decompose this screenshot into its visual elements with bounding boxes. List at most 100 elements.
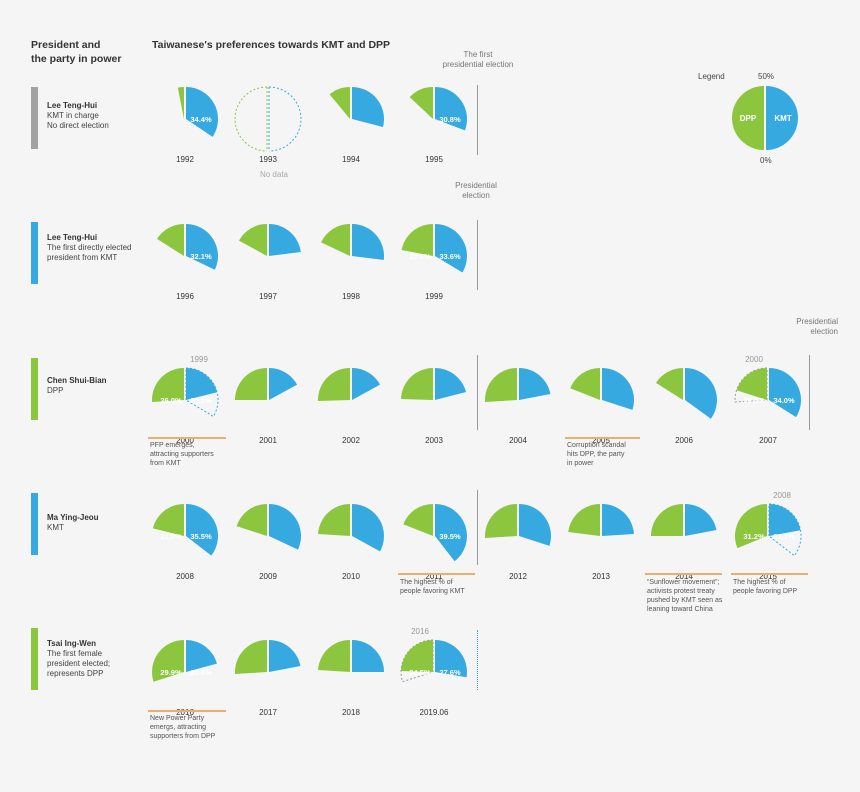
no-data-kmt-outline [268,86,302,152]
year-label: 2002 [342,436,360,445]
legend-top-label: 50% [758,72,775,81]
note-line: people favoring DPP [733,588,798,595]
legend-title: Legend [698,72,725,81]
reference-dpp-outline [734,367,768,403]
dpp-wedge [317,368,350,402]
year-label: 2017 [259,708,277,717]
kmt-wedge [269,224,301,256]
year-label: 2003 [425,436,443,445]
first-election-annotation: The first presidential election [436,50,520,70]
dpp-wedge [151,640,184,682]
note-line: New Power Party [150,715,205,722]
dpp-wedge [485,368,517,403]
legend-dpp-half [732,86,764,150]
president-desc-line: No direct election [47,121,109,130]
note-line: The highest % of [733,579,786,586]
year-label: 2016 [176,708,194,717]
year-label: 1995 [425,155,443,164]
note-2015: The highest % of people favoring DPP [733,578,823,596]
kmt-wedge [186,504,218,556]
kmt-value-label: 21.1% [190,396,212,405]
kmt-wedge [269,504,301,550]
election-annotation-1996-line-2: election [462,191,490,200]
note-2014: “Sunflower movement”; activists protest … [647,578,737,614]
kmt-wedge [519,504,551,546]
dpp-wedge [318,504,350,536]
kmt-value-label: 20.8% [190,668,212,677]
dpp-wedge [409,87,433,119]
year-label: 1996 [176,292,194,301]
note-line: people favoring KMT [400,588,465,595]
president-bar-5 [31,628,38,690]
kmt-wedge [186,368,218,400]
note-line: in power [567,460,594,467]
president-block-2: Lee Teng-Hui The first directly elected … [47,232,157,263]
note-underline-2005 [565,437,640,439]
dpp-wedge [236,504,267,536]
dpp-wedge [403,504,433,536]
dpp-value-label: 20.1% [743,396,765,405]
kmt-wedge [685,368,718,419]
note-line: Corruption scandal [567,442,626,449]
reference-year-label: 2000 [745,355,763,364]
kmt-wedge [602,368,635,410]
dpp-wedge [238,224,267,256]
first-election-line-1: The first [463,50,493,59]
year-label: 1992 [176,155,194,164]
president-block-5: Tsai Ing-Wen The first female president … [47,638,147,679]
election-annotation-2008-line-1: Presidential [796,317,838,326]
president-block-1: Lee Teng-Hui KMT in charge No direct ele… [47,100,147,131]
kmt-wedge [352,224,384,261]
year-label: 2006 [675,436,693,445]
dpp-wedge [152,504,184,536]
dpp-wedge [484,504,517,539]
dpp-wedge [401,224,433,256]
year-label: 2010 [342,572,360,581]
note-2011: The highest % of people favoring KMT [400,578,490,596]
note-2005: Corruption scandal hits DPP, the party i… [567,441,657,468]
president-block-3: Chen Shui-Bian DPP [47,375,147,396]
kmt-value-label: 22.1% [773,532,795,541]
president-bar-2 [31,222,38,284]
election-annotation-2008-line-2: election [810,327,838,336]
president-bar-3 [31,358,38,420]
dpp-wedge [321,224,350,256]
year-label: 2014 [675,572,693,581]
year-label: 2001 [259,436,277,445]
election-marker-2004 [477,355,478,430]
note-2016: New Power Party emergs, attracting suppo… [150,714,240,741]
year-label: 2005 [592,436,610,445]
note-line: leaning toward China [647,606,713,613]
note-line: pushed by KMT seen as [647,597,723,604]
kmt-value-label: 34.4% [190,115,212,124]
dpp-value-label: 29.9% [160,668,182,677]
president-bar-4 [31,493,38,555]
note-underline-2016 [148,710,226,712]
president-desc-line: The first female [47,649,103,658]
president-name: Tsai Ing-Wen [47,639,97,648]
election-marker-2020 [477,630,478,690]
dpp-wedge [152,368,184,403]
election-marker-2008 [809,355,810,430]
dpp-wedge [655,368,683,400]
president-name: Ma Ying-Jeou [47,513,99,522]
kmt-wedge [435,640,467,678]
year-label: 2009 [259,572,277,581]
kmt-wedge [186,640,217,672]
legend-kmt-half [766,86,798,150]
year-label: 2019.06 [420,708,449,717]
dpp-wedge [401,640,433,672]
kmt-wedge [435,368,466,400]
president-desc-line: The first directly elected [47,243,132,252]
kmt-wedge [269,640,301,672]
left-title-line-2: the party in power [31,53,122,65]
kmt-wedge [435,87,468,131]
kmt-wedge [769,504,801,536]
note-underline-2015 [731,573,808,575]
kmt-wedge [269,368,298,400]
note-underline-2000 [148,437,226,439]
dpp-wedge [651,504,683,536]
kmt-wedge [352,504,384,552]
